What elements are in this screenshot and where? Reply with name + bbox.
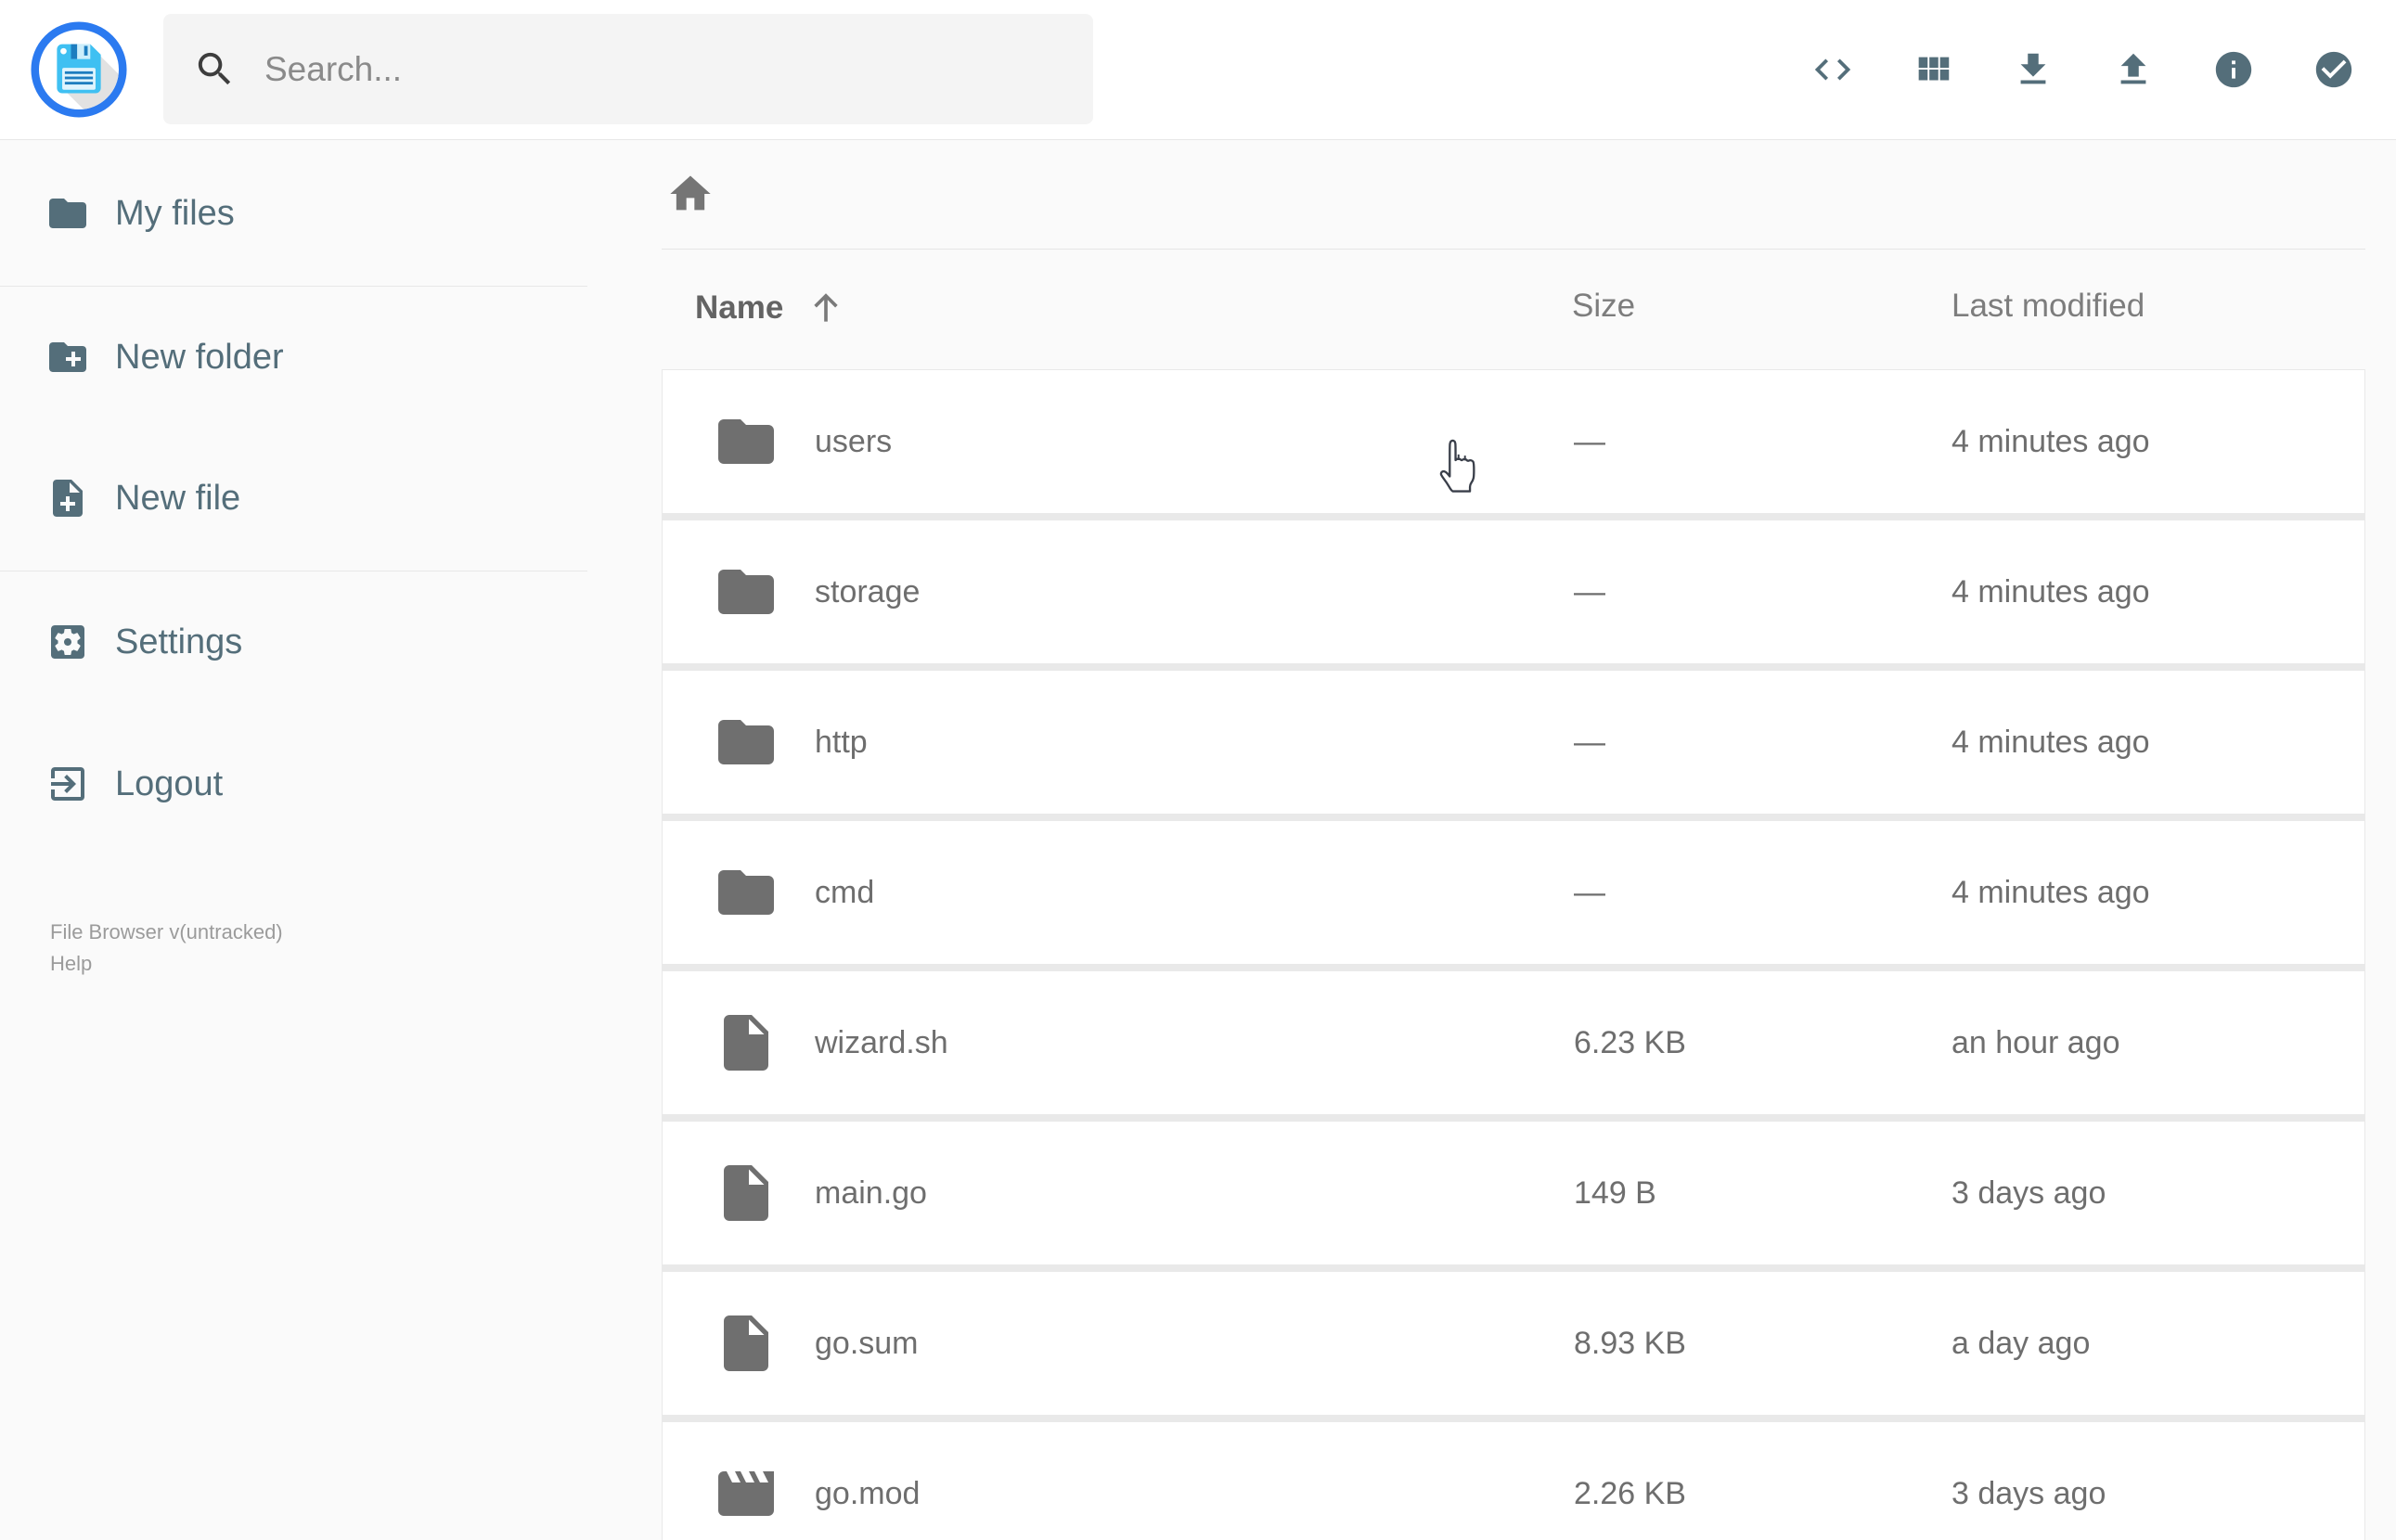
breadcrumb-home-button[interactable] bbox=[666, 170, 715, 218]
file-list: users — 4 minutes ago storage — 4 minute… bbox=[662, 369, 2365, 1540]
file-row-go.mod[interactable]: go.mod 2.26 KB 3 days ago bbox=[663, 1422, 2364, 1540]
file-row-storage[interactable]: storage — 4 minutes ago bbox=[663, 520, 2364, 663]
upload-button[interactable] bbox=[2112, 48, 2155, 91]
breadcrumb-divider bbox=[662, 249, 2365, 250]
upload-icon bbox=[2112, 48, 2155, 91]
info-icon bbox=[2212, 48, 2255, 91]
column-header-name[interactable]: Name bbox=[695, 288, 846, 328]
file-listing-area: Name Size Last modified users — 4 minute… bbox=[587, 139, 2396, 1540]
sidebar-item-new-folder[interactable]: New folder bbox=[0, 331, 587, 383]
sidebar-item-logout[interactable]: Logout bbox=[0, 758, 587, 810]
file-row-cmd[interactable]: cmd — 4 minutes ago bbox=[663, 821, 2364, 964]
file-row-main.go[interactable]: main.go 149 B 3 days ago bbox=[663, 1122, 2364, 1264]
grid-icon bbox=[1912, 48, 1954, 91]
folder-plus-icon bbox=[45, 335, 90, 379]
movie-icon bbox=[713, 1460, 779, 1527]
sidebar-footer: File Browser v(untracked) Help bbox=[50, 917, 283, 980]
help-link[interactable]: Help bbox=[50, 952, 93, 975]
sidebar-item-my-files[interactable]: My files bbox=[0, 187, 587, 239]
code-icon bbox=[1811, 48, 1854, 91]
select-multiple-button[interactable] bbox=[2312, 48, 2355, 91]
sidebar-item-new-file[interactable]: New file bbox=[0, 472, 587, 524]
settings-icon bbox=[45, 620, 90, 664]
folder-icon bbox=[713, 558, 779, 625]
listing-header: Name Size Last modified bbox=[662, 288, 2365, 336]
file-row-wizard.sh[interactable]: wizard.sh 6.23 KB an hour ago bbox=[663, 971, 2364, 1114]
info-button[interactable] bbox=[2212, 48, 2255, 91]
switch-view-button[interactable] bbox=[1912, 48, 1954, 91]
sidebar-item-settings[interactable]: Settings bbox=[0, 616, 587, 668]
download-button[interactable] bbox=[2012, 48, 2055, 91]
file-icon bbox=[713, 1160, 779, 1226]
folder-icon bbox=[713, 408, 779, 475]
version-text: File Browser v(untracked) bbox=[50, 920, 283, 943]
file-row-go.sum[interactable]: go.sum 8.93 KB a day ago bbox=[663, 1272, 2364, 1415]
folder-icon bbox=[45, 191, 90, 236]
file-icon bbox=[713, 1009, 779, 1076]
home-icon bbox=[666, 170, 715, 218]
sidebar-divider bbox=[0, 286, 587, 287]
sidebar: My files New folder New file Settings Lo… bbox=[0, 139, 587, 1540]
raw-view-button[interactable] bbox=[1811, 48, 1854, 91]
column-header-modified[interactable]: Last modified bbox=[1952, 288, 2145, 324]
folder-icon bbox=[713, 859, 779, 926]
sort-ascending-icon bbox=[805, 288, 846, 328]
folder-icon bbox=[713, 709, 779, 776]
top-bar: Search... bbox=[0, 0, 2396, 140]
file-row-http[interactable]: http — 4 minutes ago bbox=[663, 671, 2364, 814]
header-actions bbox=[1811, 0, 2355, 139]
column-header-size[interactable]: Size bbox=[1572, 288, 1636, 324]
file-plus-icon bbox=[45, 476, 90, 520]
search-placeholder: Search... bbox=[264, 49, 403, 88]
logout-icon bbox=[45, 762, 90, 806]
search-input[interactable]: Search... bbox=[163, 14, 1093, 124]
search-icon bbox=[193, 47, 237, 91]
app-logo-floppy-icon[interactable] bbox=[31, 21, 127, 118]
check-circle-icon bbox=[2312, 48, 2355, 91]
download-icon bbox=[2012, 48, 2055, 91]
file-icon bbox=[713, 1310, 779, 1377]
file-row-users[interactable]: users — 4 minutes ago bbox=[663, 370, 2364, 513]
